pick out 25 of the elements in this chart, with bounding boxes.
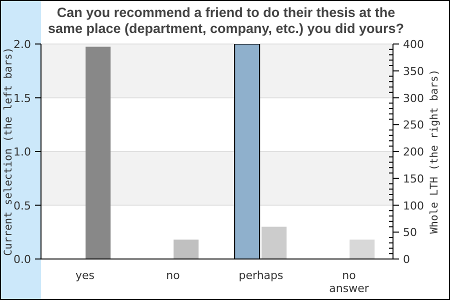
x-tick-label: yes: [75, 269, 95, 282]
y2-tick-label: 300: [403, 92, 424, 105]
x-tick-label: perhaps: [238, 269, 284, 282]
y2-tick-label: 50: [403, 226, 417, 240]
y2-tick-label: 250: [403, 118, 424, 132]
y2-tick-label: 400: [403, 38, 424, 51]
y-axis-title: Current selection (the left bars): [2, 47, 15, 256]
bar: [262, 226, 287, 259]
y2-tick-label: 350: [403, 64, 424, 78]
y2-tick-label: 0: [403, 253, 410, 266]
chart-title: Can you recommend a friend to do their thesis at the same place (department, company, etc.) you did yours?: [46, 5, 406, 37]
bar: [174, 240, 199, 259]
y-tick-label: 1.0: [14, 146, 31, 158]
y2-tick-label: 200: [403, 146, 424, 158]
y-tick-label: 2.0: [14, 38, 31, 51]
bar: [350, 240, 375, 259]
y-tick-label: 0.0: [14, 253, 31, 266]
y2-axis-title: Whole LTH (the right bars): [428, 69, 441, 234]
x-tick-label: no: [166, 269, 180, 282]
category-label: answer: [329, 282, 369, 295]
y-tick-label: 0.5: [14, 199, 31, 212]
y-tick-label: 1.5: [14, 92, 31, 105]
y2-tick-label: 150: [403, 172, 424, 186]
y2-tick-label: 100: [403, 199, 424, 212]
bar: [86, 46, 111, 259]
